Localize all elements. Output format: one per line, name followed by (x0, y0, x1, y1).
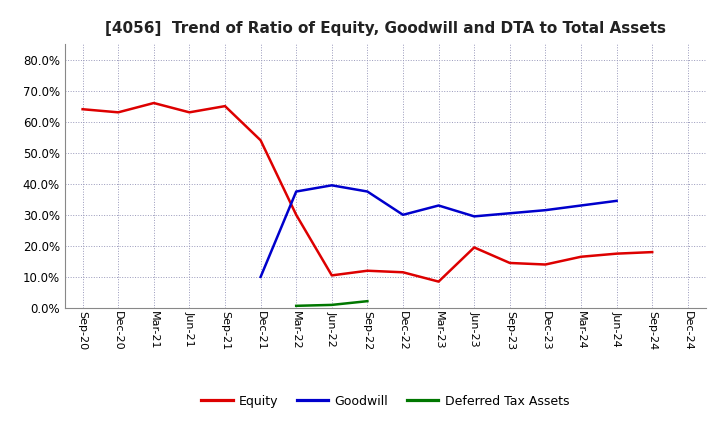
Line: Deferred Tax Assets: Deferred Tax Assets (296, 301, 367, 306)
Goodwill (434, 203, 443, 208)
Goodwill (541, 208, 550, 213)
Equity (292, 212, 300, 217)
Deferred Tax Assets (292, 303, 300, 308)
Goodwill (470, 214, 479, 219)
Goodwill (612, 198, 621, 203)
Line: Goodwill: Goodwill (261, 185, 616, 277)
Goodwill (328, 183, 336, 188)
Equity (612, 251, 621, 256)
Deferred Tax Assets (328, 302, 336, 308)
Equity (328, 273, 336, 278)
Equity (434, 279, 443, 284)
Equity (470, 245, 479, 250)
Equity (114, 110, 122, 115)
Goodwill (363, 189, 372, 194)
Equity (648, 249, 657, 255)
Legend: Equity, Goodwill, Deferred Tax Assets: Equity, Goodwill, Deferred Tax Assets (197, 390, 574, 413)
Equity (363, 268, 372, 273)
Equity (150, 100, 158, 106)
Goodwill (577, 203, 585, 208)
Equity (256, 138, 265, 143)
Equity (78, 106, 87, 112)
Equity (505, 260, 514, 266)
Goodwill (505, 211, 514, 216)
Equity (220, 103, 229, 109)
Goodwill (256, 274, 265, 279)
Equity (541, 262, 550, 267)
Goodwill (399, 212, 408, 217)
Deferred Tax Assets (363, 298, 372, 304)
Goodwill (292, 189, 300, 194)
Equity (577, 254, 585, 260)
Line: Equity: Equity (83, 103, 652, 282)
Title: [4056]  Trend of Ratio of Equity, Goodwill and DTA to Total Assets: [4056] Trend of Ratio of Equity, Goodwil… (104, 21, 666, 36)
Equity (399, 270, 408, 275)
Equity (185, 110, 194, 115)
